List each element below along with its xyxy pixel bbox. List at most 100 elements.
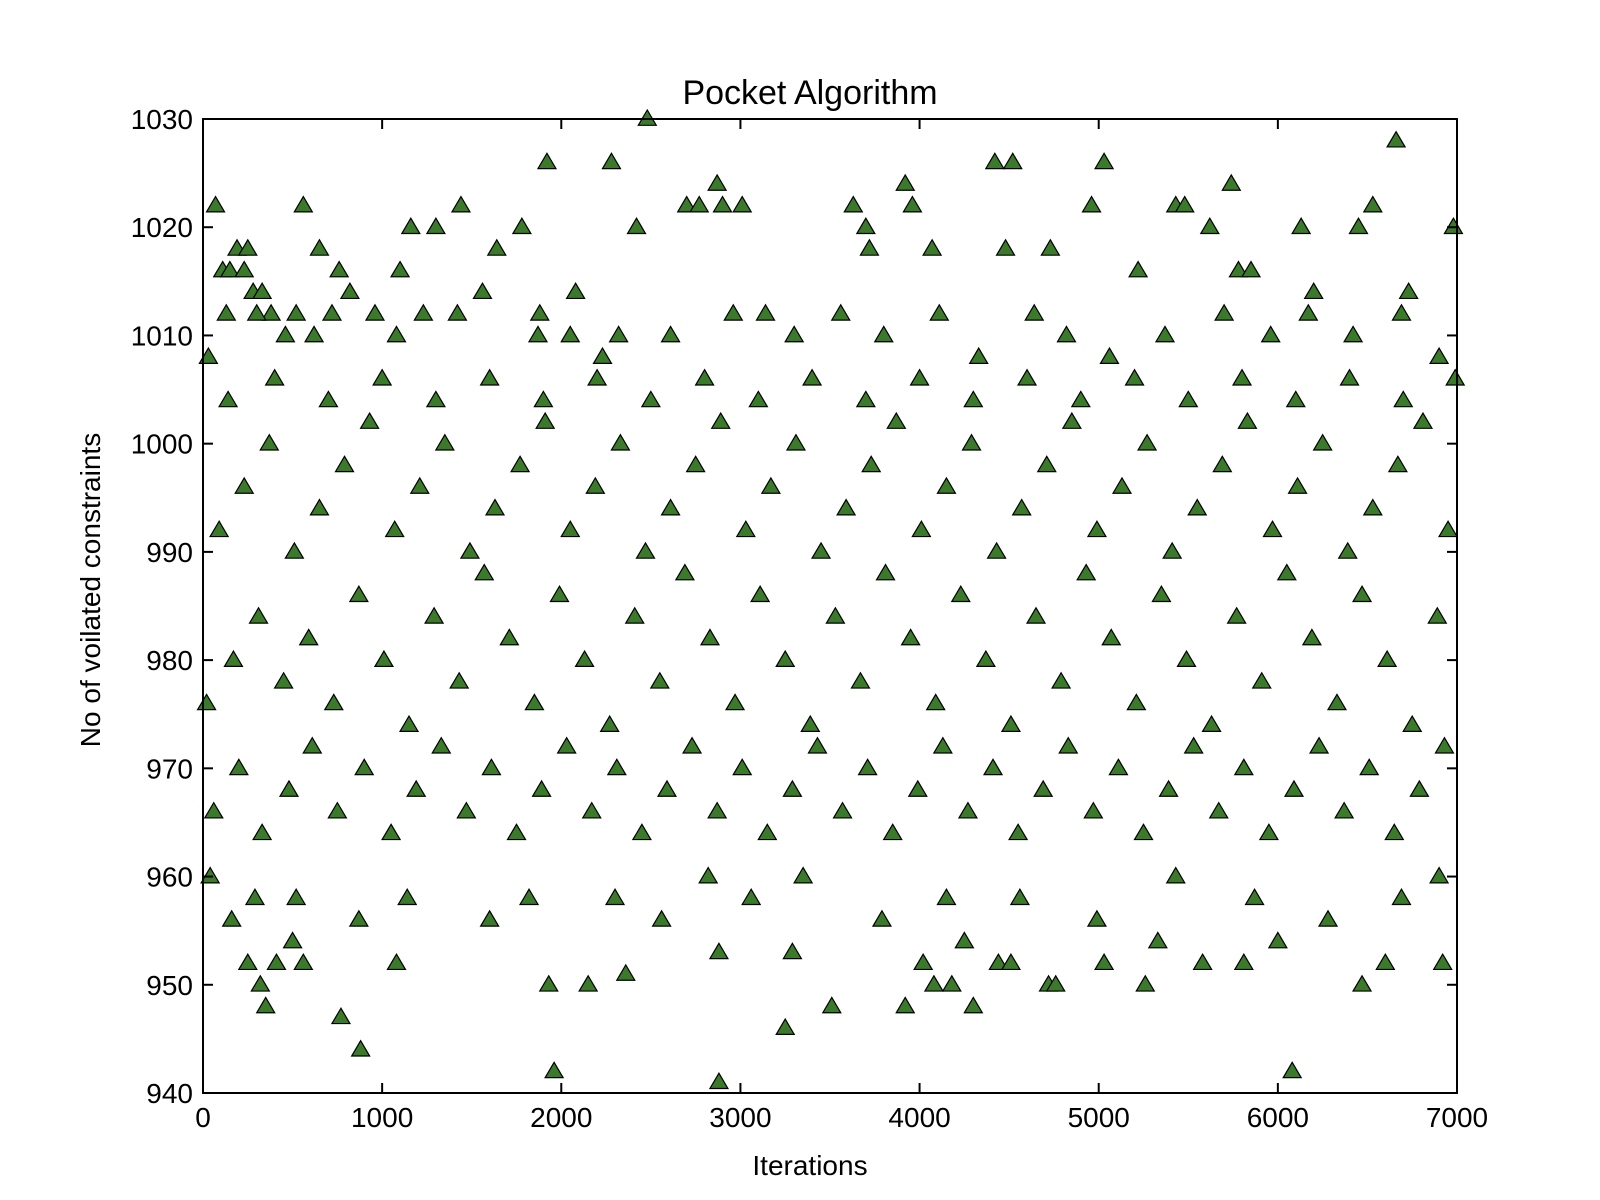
data-point	[275, 325, 296, 343]
data-point	[1282, 1061, 1303, 1079]
data-point	[1258, 823, 1279, 841]
data-point	[857, 758, 878, 776]
data-point	[266, 952, 287, 971]
data-point	[359, 411, 380, 429]
x-tick-label: 6000	[1247, 1102, 1309, 1133]
data-point	[608, 325, 629, 343]
data-point	[1334, 801, 1355, 819]
data-point	[601, 152, 622, 170]
data-point	[732, 758, 753, 776]
data-point	[708, 1071, 729, 1090]
data-point	[531, 779, 552, 797]
data-point	[825, 606, 846, 624]
data-point	[264, 368, 285, 386]
data-point	[538, 974, 559, 992]
data-point	[1244, 888, 1265, 906]
data-point	[850, 671, 871, 689]
data-point	[968, 346, 989, 364]
data-point	[533, 390, 554, 408]
data-point	[1343, 325, 1364, 343]
data-point	[1040, 238, 1061, 256]
data-point	[252, 823, 273, 841]
data-point	[1033, 779, 1054, 797]
data-point	[1283, 779, 1305, 797]
data-point	[1076, 563, 1097, 581]
data-point	[802, 368, 823, 386]
data-point	[574, 649, 595, 668]
data-point	[323, 693, 344, 711]
data-point	[694, 368, 715, 386]
data-point	[406, 779, 427, 797]
data-point	[1056, 325, 1077, 343]
data-point	[988, 952, 1009, 971]
y-axis: 940 950 960 970 980 990 1000 1010 1020 1030	[131, 104, 1457, 1109]
data-point	[381, 823, 402, 841]
y-axis-title: No of voilated constraints	[75, 433, 106, 747]
data-point	[909, 368, 930, 386]
data-point	[1240, 260, 1262, 278]
data-point	[282, 931, 303, 949]
data-point	[334, 455, 355, 473]
data-point	[585, 476, 606, 494]
data-point	[237, 952, 258, 971]
data-point	[750, 584, 771, 603]
data-point	[1398, 281, 1419, 300]
data-point	[425, 390, 446, 408]
data-point	[1362, 498, 1383, 516]
data-point	[710, 411, 731, 429]
data-point	[1231, 368, 1253, 386]
data-point	[1393, 390, 1414, 408]
data-point	[957, 801, 978, 819]
data-point	[1199, 217, 1220, 235]
data-point	[409, 476, 430, 494]
data-point	[327, 801, 348, 819]
data-point	[741, 888, 762, 906]
y-tick-label: 1000	[131, 429, 193, 460]
data-point	[244, 888, 266, 906]
data-point	[785, 433, 807, 451]
data-point	[1094, 152, 1115, 170]
data-point	[302, 736, 323, 754]
data-point	[1377, 649, 1398, 668]
data-point	[902, 195, 923, 213]
data-point	[923, 974, 944, 992]
data-point	[1233, 758, 1254, 776]
plot-area-frame	[202, 118, 1458, 1094]
data-point	[298, 628, 319, 646]
data-point	[234, 260, 255, 278]
x-tick-label: 5000	[1068, 1102, 1130, 1133]
data-point	[273, 671, 294, 689]
data-point	[1262, 520, 1283, 538]
data-point	[293, 952, 314, 971]
data-point	[372, 368, 393, 386]
data-point	[1237, 411, 1258, 429]
data-point	[1221, 173, 1242, 191]
data-point	[1443, 217, 1464, 235]
data-point	[660, 498, 681, 516]
data-point	[219, 260, 240, 278]
data-point	[1214, 303, 1235, 321]
data-point	[1386, 130, 1407, 148]
data-point	[1187, 498, 1208, 516]
data-point	[1309, 736, 1330, 754]
data-point	[963, 390, 984, 408]
data-point	[712, 195, 733, 213]
data-point	[1009, 888, 1030, 906]
x-tick-label: 1000	[351, 1102, 413, 1133]
data-point	[836, 498, 857, 516]
data-point	[1183, 736, 1204, 754]
data-point	[1128, 260, 1149, 278]
data-point	[1024, 303, 1045, 321]
data-point	[1409, 779, 1430, 797]
data-point	[859, 238, 880, 256]
data-point	[339, 281, 360, 300]
data-point	[1165, 866, 1186, 884]
data-point	[832, 801, 853, 819]
data-point	[1135, 974, 1156, 992]
data-point	[732, 195, 753, 213]
data-point	[1391, 303, 1412, 321]
data-point	[1434, 736, 1455, 754]
data-point	[963, 996, 984, 1014]
data-point	[1352, 974, 1373, 992]
